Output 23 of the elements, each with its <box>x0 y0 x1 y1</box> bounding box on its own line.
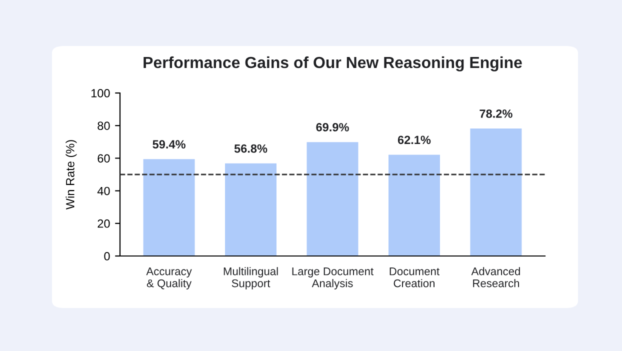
bar <box>388 154 440 256</box>
data-label: 59.4% <box>152 140 186 149</box>
chart-title: Performance Gains of Our New Reasoning Engine <box>144 56 522 72</box>
y-tick-label: 80 <box>98 122 110 130</box>
y-tick-label: 0 <box>104 252 110 260</box>
bar <box>225 163 277 256</box>
bar <box>143 159 195 256</box>
data-label: 69.9% <box>316 123 349 132</box>
bar <box>306 142 358 256</box>
y-tick-label: 60 <box>98 154 110 163</box>
x-tick-label: Large Document Analysis <box>292 268 374 290</box>
data-label: 62.1% <box>398 136 431 144</box>
data-label: 56.8% <box>234 144 268 153</box>
x-tick-label: Document Creation <box>390 268 440 288</box>
y-tick-label: 40 <box>97 186 110 196</box>
y-axis-title: Win Rate (%) <box>66 140 77 210</box>
y-tick-label: 100 <box>91 89 110 98</box>
x-tick-label: Advanced Research <box>471 267 520 288</box>
data-label: 78.2% <box>480 110 512 118</box>
y-tick-label: 20 <box>98 219 110 228</box>
x-tick-label: Multilingual Support <box>224 267 278 290</box>
bar <box>470 128 522 256</box>
x-tick-label: Accuracy & Quality <box>146 268 192 290</box>
